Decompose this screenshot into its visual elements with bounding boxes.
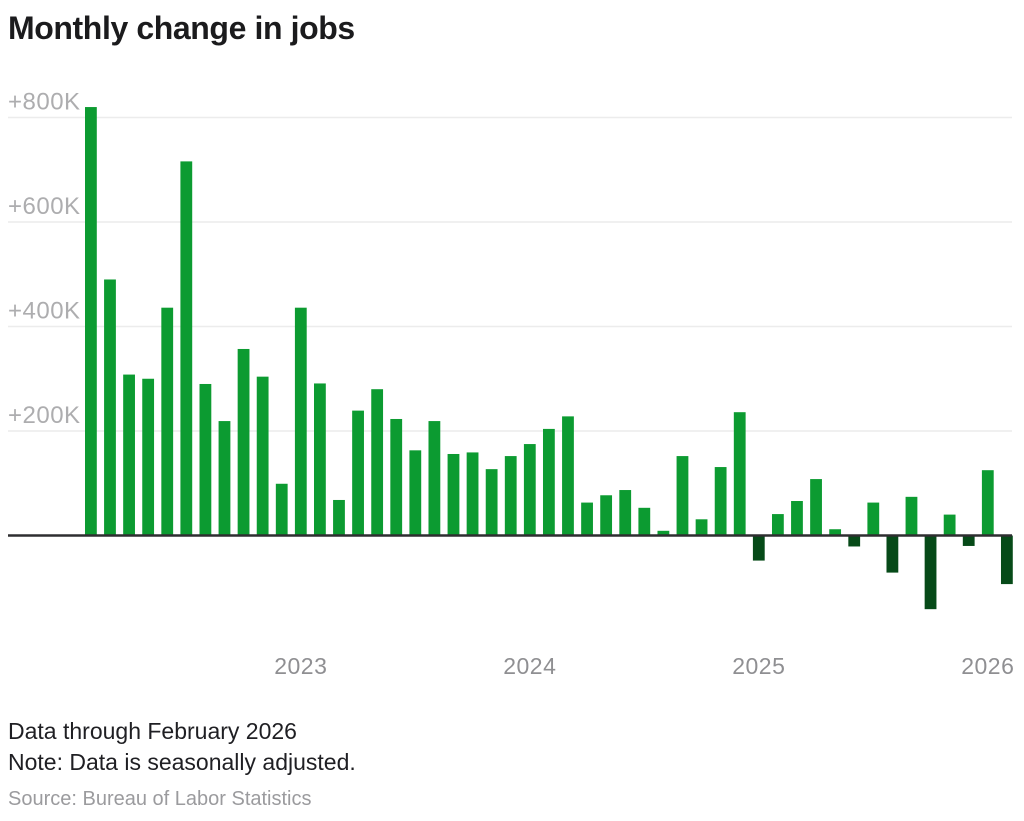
x-axis-tick-label-2024: 2024 — [503, 653, 556, 679]
bar-dec-2025 — [962, 535, 975, 546]
bar-nov-2023 — [485, 469, 498, 536]
bar-feb-2026 — [1000, 535, 1013, 585]
bar-jan-2023 — [294, 307, 307, 536]
bar-jan-2025 — [752, 535, 765, 561]
bar-jul-2022 — [180, 161, 193, 536]
x-axis-tick-label-2025: 2025 — [732, 653, 785, 679]
bar-oct-2025 — [924, 535, 937, 610]
bar-may-2023 — [371, 389, 384, 536]
bar-mar-2024 — [562, 416, 574, 536]
x-axis-tick-label-2023: 2023 — [274, 653, 327, 679]
bar-feb-2023 — [314, 383, 326, 536]
bar-jul-2023 — [409, 450, 422, 536]
bar-aug-2025 — [886, 535, 899, 573]
bar-feb-2025 — [771, 514, 784, 536]
bar-may-2025 — [829, 529, 842, 536]
bar-may-2024 — [600, 495, 613, 536]
bar-sep-2025 — [905, 496, 918, 536]
bar-aug-2023 — [428, 421, 441, 536]
bar-dec-2023 — [504, 456, 517, 536]
bar-jun-2022 — [161, 307, 174, 536]
y-axis-tick-label-800k: +800K — [8, 89, 81, 116]
bar-mar-2022 — [104, 279, 116, 536]
footnote-source: Source: Bureau of Labor Statistics — [8, 788, 312, 810]
bar-oct-2022 — [237, 348, 250, 536]
bar-jun-2025 — [848, 535, 861, 547]
bar-mar-2023 — [333, 499, 345, 536]
bar-jul-2024 — [638, 507, 651, 536]
bar-apr-2025 — [810, 479, 822, 536]
bar-oct-2024 — [695, 519, 708, 536]
x-axis-tick-label-2026: 2026 — [961, 653, 1014, 679]
bar-apr-2022 — [123, 374, 135, 536]
jobs-bar-chart: +800K +600K +400K +200K 2023 2024 2025 2026 — [8, 89, 1014, 679]
bar-oct-2023 — [466, 452, 479, 536]
bar-dec-2024 — [733, 412, 746, 536]
bar-apr-2024 — [581, 502, 593, 536]
bar-sep-2022 — [218, 421, 231, 536]
chart-footnotes: Data through February 2026 Note: Data is… — [8, 716, 1008, 812]
bar-feb-2022 — [85, 107, 97, 536]
y-axis-tick-label-200k: +200K — [8, 402, 81, 429]
bar-nov-2025 — [943, 514, 956, 536]
footnote-seasonal-adjustment: Note: Data is seasonally adjusted. — [8, 749, 356, 775]
bar-aug-2022 — [199, 383, 212, 536]
bar-jan-2024 — [523, 444, 536, 536]
bar-nov-2022 — [256, 376, 269, 536]
bar-jul-2025 — [867, 502, 880, 536]
footnote-data-through: Data through February 2026 — [8, 718, 297, 744]
bar-apr-2023 — [352, 410, 364, 536]
chart-title: Monthly change in jobs — [8, 10, 355, 46]
bar-sep-2024 — [676, 456, 689, 536]
bar-may-2022 — [142, 378, 155, 536]
bar-nov-2024 — [714, 467, 727, 536]
bar-aug-2024 — [657, 530, 670, 536]
bar-jun-2023 — [390, 418, 403, 536]
bar-mar-2025 — [791, 501, 803, 536]
y-axis-tick-label-400k: +400K — [8, 298, 81, 325]
bar-sep-2023 — [447, 453, 460, 536]
bar-jun-2024 — [619, 490, 632, 536]
bar-feb-2024 — [542, 428, 555, 536]
y-axis-tick-label-600k: +600K — [8, 193, 81, 220]
bar-dec-2022 — [275, 483, 288, 536]
bar-jan-2026 — [981, 470, 994, 536]
